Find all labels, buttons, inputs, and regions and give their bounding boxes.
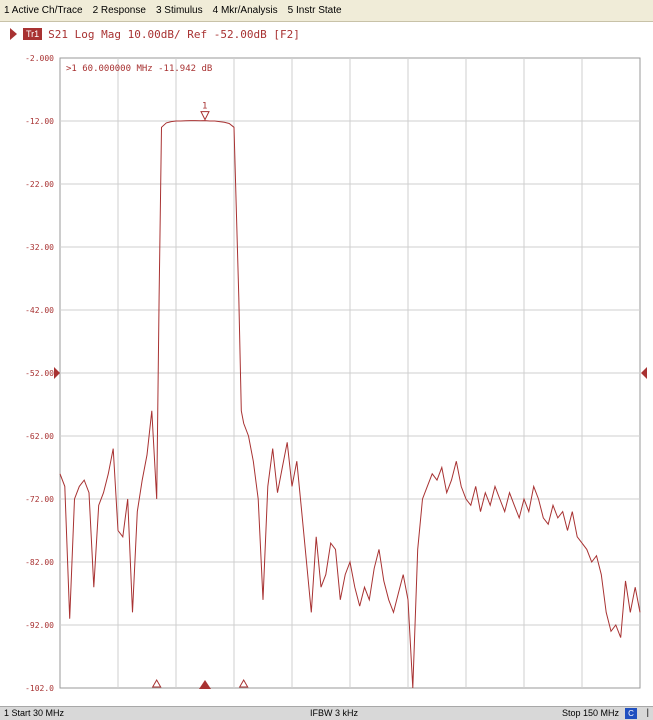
active-marker-stimulus-icon[interactable] [199, 680, 211, 689]
status-bar: 1 Start 30 MHz IFBW 3 kHz Stop 150 MHz C… [0, 706, 653, 720]
y-tick-label: -82.00 [25, 558, 54, 567]
y-tick-label: -32.00 [25, 243, 54, 252]
channel-status-badge: C [625, 708, 637, 719]
y-tick-label: -92.00 [25, 621, 54, 630]
stop-frequency[interactable]: Stop 150 MHz [561, 708, 619, 718]
y-tick-label: -2.000 [25, 54, 54, 63]
trace-badge[interactable]: Tr1 [23, 28, 43, 40]
y-tick-label: -72.00 [25, 495, 54, 504]
ifbw[interactable]: IFBW 3 kHz [310, 708, 359, 718]
bandwidth-marker-high-icon[interactable] [238, 678, 249, 688]
start-frequency[interactable]: 1 Start 30 MHz [4, 708, 65, 718]
menu-item-response[interactable]: 2 Response [92, 5, 146, 16]
y-tick-label: -52.00 [25, 369, 54, 378]
active-trace-pointer-icon [10, 28, 17, 40]
marker-number: 1 [202, 102, 207, 112]
reference-level-right-arrow-icon[interactable] [641, 367, 647, 379]
menu-item-stimulus[interactable]: 3 Stimulus [155, 5, 203, 16]
y-tick-label: -42.00 [25, 306, 54, 315]
reference-level-left-arrow-icon[interactable] [54, 367, 60, 379]
y-tick-label: -102.0 [25, 684, 54, 693]
marker-readout: >1 60.000000 MHz -11.942 dB [66, 64, 212, 74]
menu-item-active-ch-trace[interactable]: 1 Active Ch/Trace [4, 5, 83, 16]
trace-label[interactable]: S21 Log Mag 10.00dB/ Ref -52.00dB [F2] [48, 27, 300, 41]
trace-header: Tr1 S21 Log Mag 10.00dB/ Ref -52.00dB [F… [10, 26, 300, 42]
bandwidth-marker-low-icon[interactable] [151, 678, 162, 688]
y-tick-label: -62.00 [25, 432, 54, 441]
trace-plot[interactable]: -2.000 -12.00 -22.00 -32.00 -42.00 -52.00 -62.… [0, 44, 653, 704]
y-tick-label: -12.00 [25, 117, 54, 126]
menu-item-mkr-analysis[interactable]: 4 Mkr/Analysis [212, 5, 278, 16]
menu-item-instr-state[interactable]: 5 Instr State [287, 5, 342, 16]
y-tick-label: -22.00 [25, 180, 54, 189]
trace-line-s21[interactable] [59, 120, 641, 689]
status-end-separator: | [646, 707, 649, 717]
marker-1-icon[interactable] [200, 111, 210, 121]
menu-bar: 1 Active Ch/Trace 2 Response 3 Stimulus … [0, 0, 653, 22]
